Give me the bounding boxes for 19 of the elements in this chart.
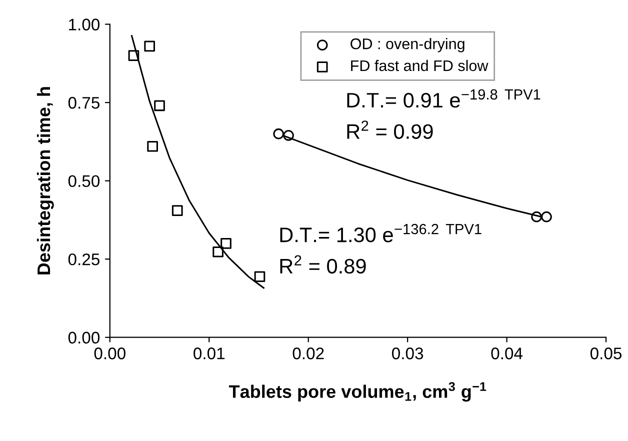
annotation: R$^{2}$ = 0.89	[280, 255, 366, 274]
x-tick-label: 0.04	[491, 348, 523, 360]
x-axis-title: Tablets pore volume$_{1}$, cm$^{3}$ g$^{−1}$	[228, 382, 486, 402]
y-tick-label: 0.75	[68, 96, 100, 109]
x-tick-label: 0.03	[392, 348, 424, 360]
x-tick-label: 0.02	[292, 348, 324, 360]
x-tick-label: 0.00	[94, 348, 126, 360]
x-tick-label: 0.01	[194, 348, 225, 360]
x-tick-label: 0.05	[590, 348, 622, 360]
y-tick-label: 0.50	[68, 175, 100, 188]
y-tick-label: 1.00	[69, 18, 100, 30]
legend-label: OD : oven-drying	[350, 38, 464, 52]
y-tick-label: 0.00	[68, 332, 100, 344]
annotation: D.T.= 0.91 e$^{−19.8 TPV1}$	[347, 89, 540, 108]
y-axis-title: Desintegration time, h	[36, 87, 54, 274]
annotation: D.T.= 1.30 e$^{−136.2 TPV1}$	[280, 224, 482, 242]
legend-label: FD fast and FD slow	[351, 60, 488, 72]
annotation: R$^{2}$ = 0.99	[347, 120, 433, 139]
y-tick-label: 0.25	[68, 253, 100, 266]
